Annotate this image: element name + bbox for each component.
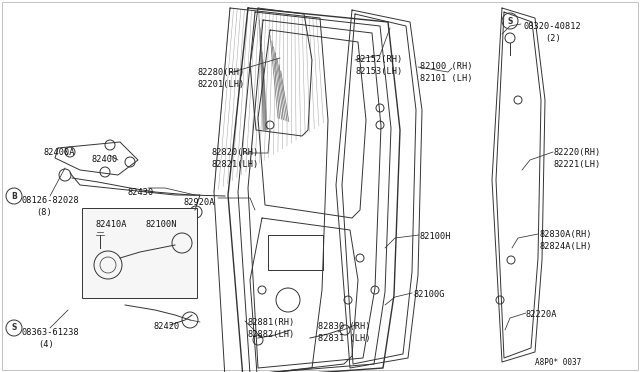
Text: 82100H: 82100H <box>420 232 451 241</box>
Text: B: B <box>11 192 17 201</box>
Bar <box>82 208 197 298</box>
Text: 82100N: 82100N <box>145 220 177 229</box>
Text: (2): (2) <box>545 34 561 43</box>
Text: 82152(RH): 82152(RH) <box>355 55 403 64</box>
Text: 82220(RH): 82220(RH) <box>554 148 601 157</box>
Text: 82430: 82430 <box>128 188 154 197</box>
Text: 82220A: 82220A <box>526 310 557 319</box>
Text: 82100 (RH): 82100 (RH) <box>420 62 472 71</box>
Text: 82410A: 82410A <box>96 220 127 229</box>
Text: 82400: 82400 <box>92 155 118 164</box>
Text: 82201(LH): 82201(LH) <box>198 80 245 89</box>
Text: 08320-40812: 08320-40812 <box>523 22 580 31</box>
Text: 82882(LH): 82882(LH) <box>248 330 295 339</box>
Text: 82100G: 82100G <box>413 290 445 299</box>
Text: S: S <box>12 324 17 333</box>
Text: 82830A(RH): 82830A(RH) <box>539 230 591 239</box>
Text: S: S <box>508 16 513 26</box>
Text: 82221(LH): 82221(LH) <box>554 160 601 169</box>
Text: A8P0* 0037: A8P0* 0037 <box>535 358 581 367</box>
Text: 82821(LH): 82821(LH) <box>212 160 259 169</box>
Text: (8): (8) <box>36 208 52 217</box>
Text: 82420: 82420 <box>154 322 180 331</box>
Text: 82101 (LH): 82101 (LH) <box>420 74 472 83</box>
Text: 08126-82028: 08126-82028 <box>22 196 80 205</box>
Text: 08363-61238: 08363-61238 <box>22 328 80 337</box>
Text: 82153(LH): 82153(LH) <box>355 67 403 76</box>
Text: (4): (4) <box>38 340 54 349</box>
Text: 82830 (RH): 82830 (RH) <box>318 322 371 331</box>
Text: 82820(RH): 82820(RH) <box>212 148 259 157</box>
Text: 82824A(LH): 82824A(LH) <box>539 242 591 251</box>
Text: 82280(RH): 82280(RH) <box>198 68 245 77</box>
Bar <box>268 235 323 270</box>
Text: 82920A: 82920A <box>183 198 214 207</box>
Text: 82881(RH): 82881(RH) <box>248 318 295 327</box>
Text: 82400A: 82400A <box>44 148 76 157</box>
Text: 82831 (LH): 82831 (LH) <box>318 334 371 343</box>
